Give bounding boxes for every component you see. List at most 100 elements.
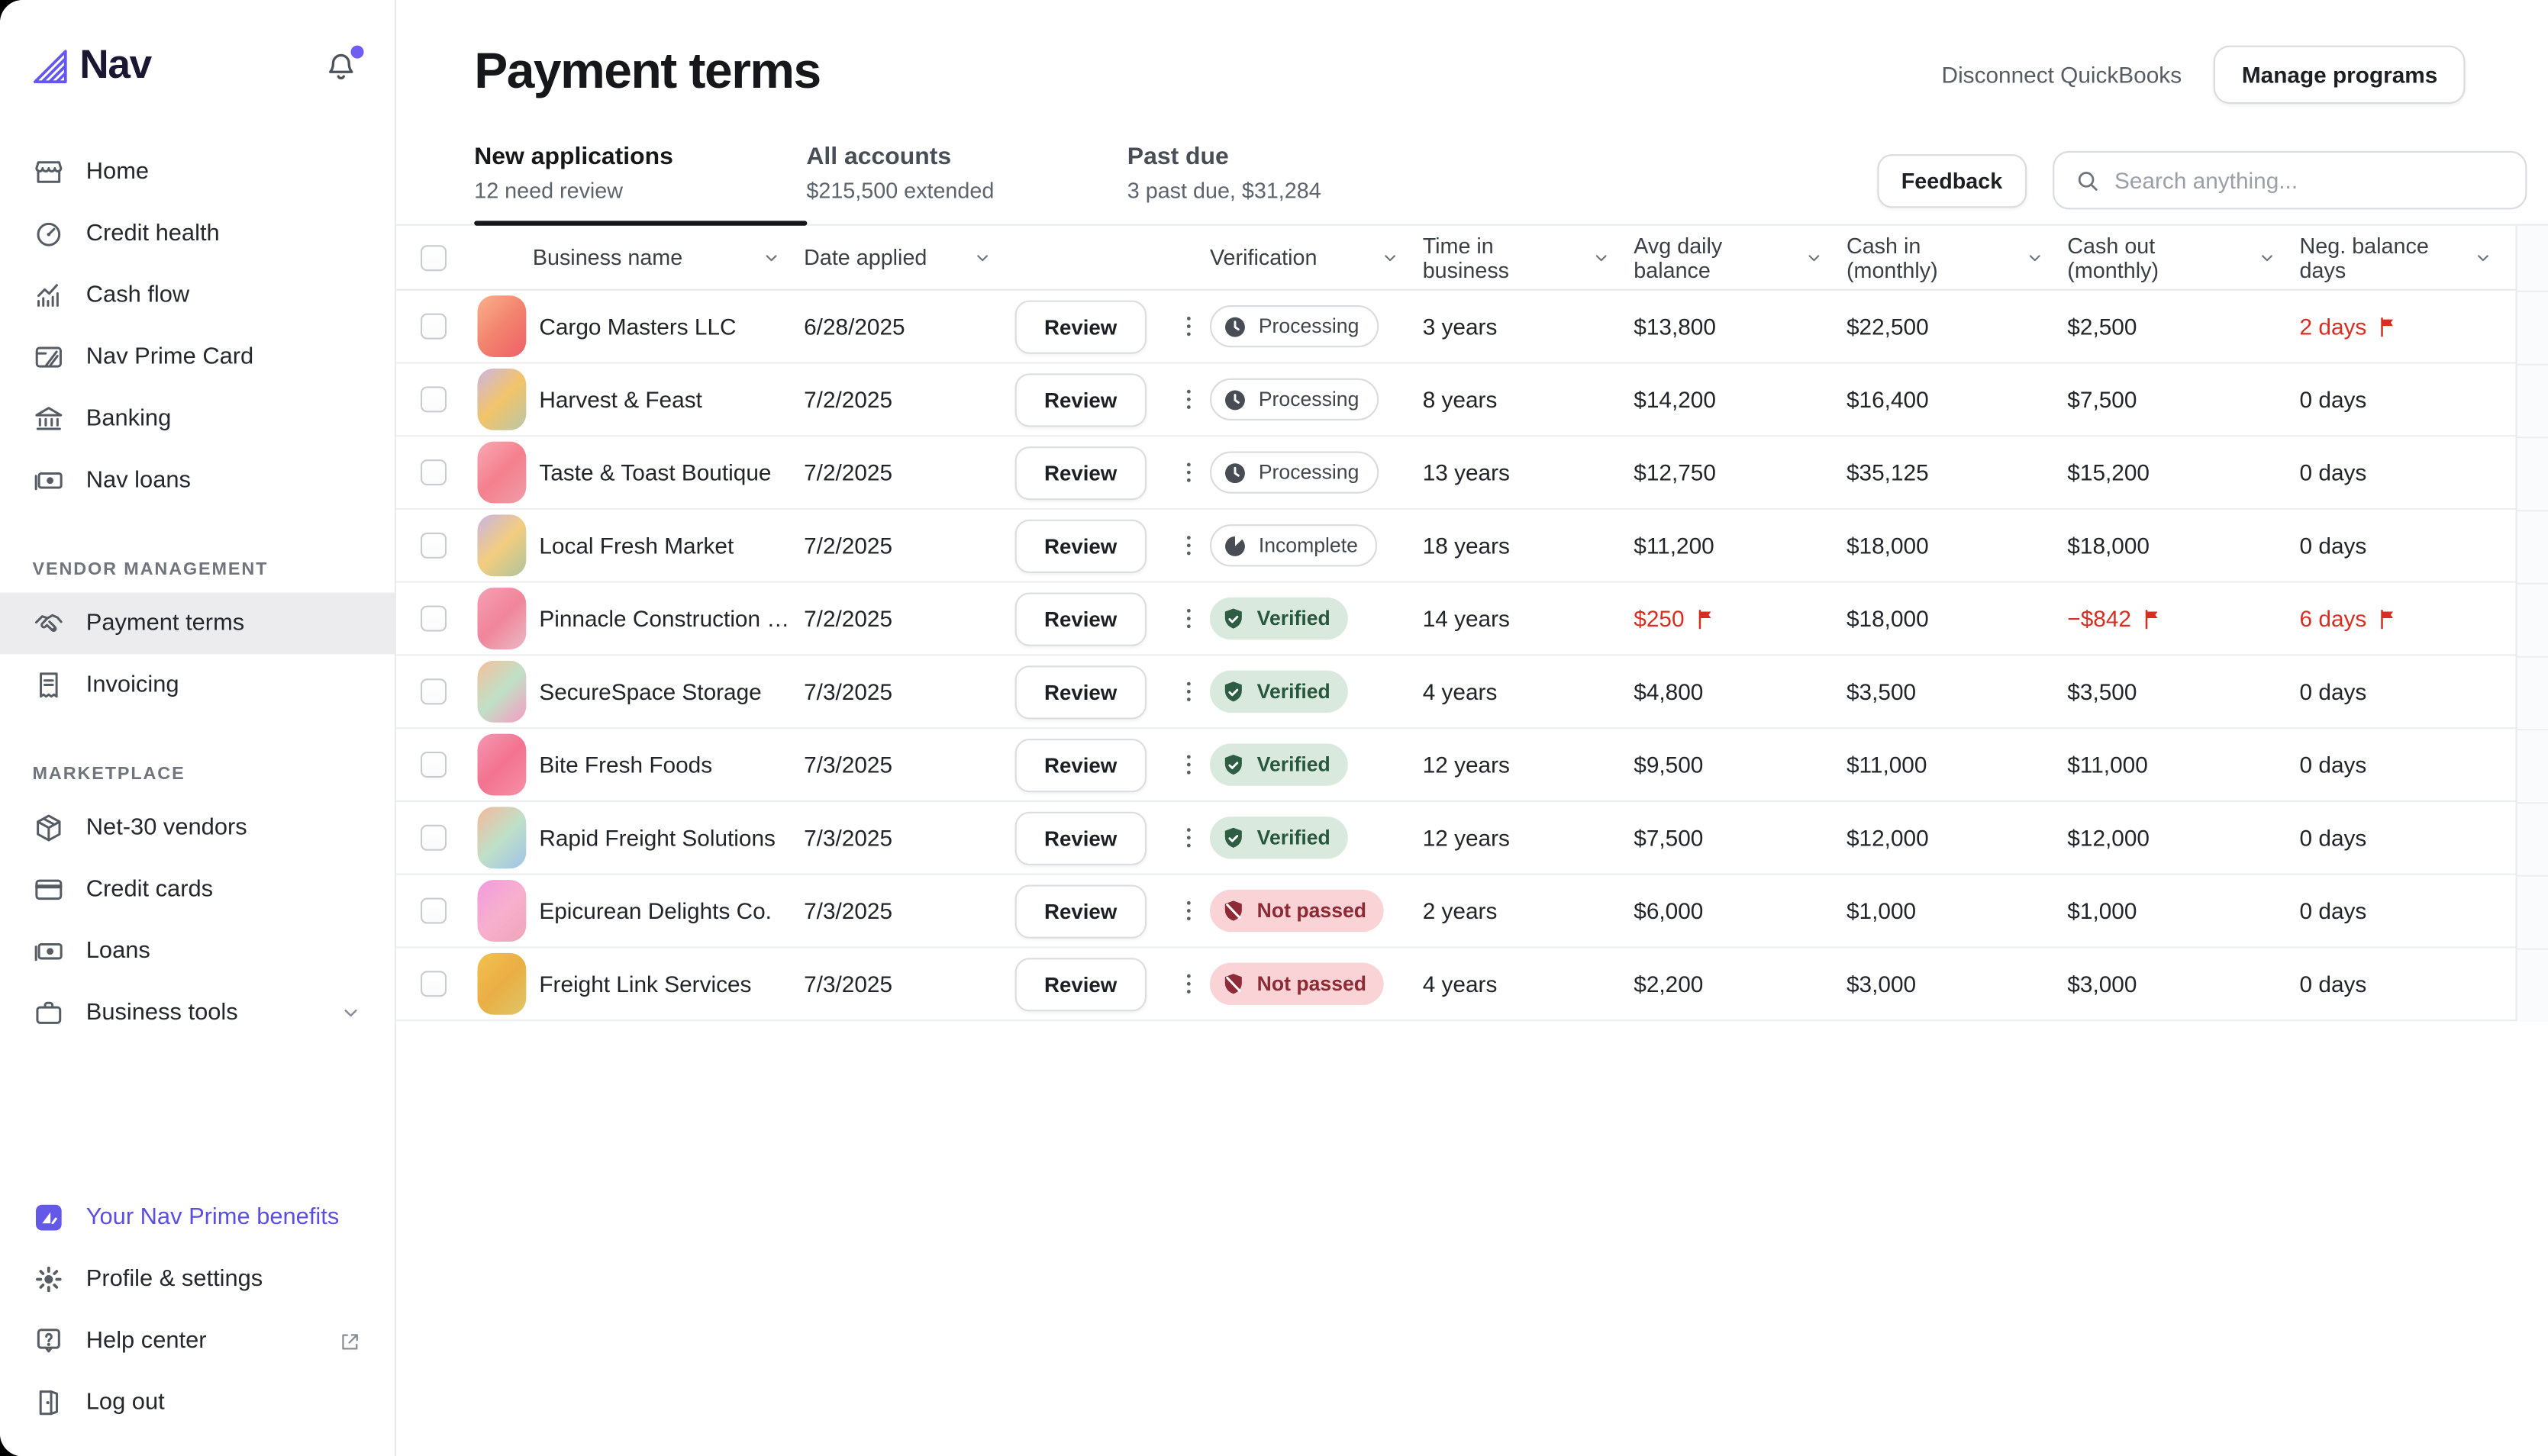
kebab-menu-icon[interactable]	[1174, 531, 1203, 560]
kebab-menu-icon[interactable]	[1174, 896, 1203, 925]
search-icon	[2074, 166, 2101, 194]
sidebar-item-log-out[interactable]: Log out	[0, 1372, 395, 1434]
tab-new-applications[interactable]: New applications 12 need review	[474, 143, 806, 226]
column-header-avg-daily-balance[interactable]: Avg daily balance	[1634, 233, 1846, 282]
sidebar-item-credit-health[interactable]: Credit health	[0, 203, 395, 265]
review-button[interactable]: Review	[1014, 518, 1147, 572]
neg-balance-days: 6 days	[2300, 606, 2516, 632]
cash-in-monthly: $12,000	[1846, 824, 1929, 851]
sidebar-item-payment-terms[interactable]: Payment terms	[0, 592, 395, 655]
sidebar-item-profile-settings[interactable]: Profile & settings	[0, 1248, 395, 1310]
door-icon	[33, 1387, 66, 1419]
time-in-business: 2 years	[1422, 897, 1498, 924]
column-header-time-in-business[interactable]: Time in business	[1423, 233, 1634, 282]
business-name: Pinnacle Construction Gr...	[539, 605, 805, 632]
review-button[interactable]: Review	[1014, 884, 1147, 938]
kebab-menu-icon[interactable]	[1174, 458, 1203, 487]
sidebar-item-help-center[interactable]: Help center	[0, 1310, 395, 1372]
sidebar-item-label: Cash flow	[85, 282, 190, 309]
date-applied: 6/28/2025	[804, 313, 905, 340]
row-checkbox[interactable]	[421, 824, 447, 851]
cash-in-monthly: $18,000	[1846, 605, 1929, 632]
sidebar-item-invoicing[interactable]: Invoicing	[0, 654, 395, 716]
row-checkbox[interactable]	[421, 897, 447, 924]
sidebar-item-net-30-vendors[interactable]: Net-30 vendors	[0, 797, 395, 859]
shield-check-icon	[1220, 824, 1247, 852]
tab-all-accounts[interactable]: All accounts $215,500 extended	[806, 143, 1127, 224]
chevron-down-icon	[2473, 247, 2493, 267]
review-button[interactable]: Review	[1014, 591, 1147, 646]
column-header-cash-in-monthly[interactable]: Cash in (monthly)	[1846, 233, 2067, 282]
column-header-date-applied[interactable]: Date applied	[804, 245, 1015, 269]
kebab-menu-icon[interactable]	[1174, 969, 1203, 998]
sidebar-item-label: Your Nav Prime benefits	[85, 1204, 340, 1231]
row-checkbox[interactable]	[421, 386, 447, 413]
column-header-business-name[interactable]: Business name	[477, 245, 804, 269]
flag-icon	[2141, 607, 2166, 631]
review-button[interactable]: Review	[1014, 372, 1147, 427]
disconnect-quickbooks-link[interactable]: Disconnect QuickBooks	[1941, 61, 2182, 88]
column-header-verification[interactable]: Verification	[1210, 245, 1423, 269]
row-checkbox[interactable]	[421, 313, 447, 340]
search-input[interactable]	[2114, 167, 2506, 194]
time-in-business: 14 years	[1422, 605, 1510, 632]
nav-logo[interactable]: Nav	[33, 42, 152, 89]
time-in-business: 4 years	[1422, 971, 1498, 997]
cash-out-monthly: $11,000	[2067, 752, 2148, 778]
chevron-down-icon	[762, 247, 782, 267]
business-avatar	[477, 807, 527, 869]
kebab-menu-icon[interactable]	[1174, 311, 1203, 340]
cash-out-monthly: $15,200	[2067, 459, 2150, 486]
sidebar-item-cash-flow[interactable]: Cash flow	[0, 265, 395, 327]
row-checkbox[interactable]	[421, 752, 447, 778]
cash-out-monthly: $18,000	[2067, 532, 2150, 559]
business-name: Taste & Toast Boutique	[539, 459, 772, 486]
sidebar-item-your-nav-prime-benefits[interactable]: Your Nav Prime benefits	[0, 1187, 395, 1248]
sidebar-item-loans[interactable]: Loans	[0, 920, 395, 982]
select-all-checkbox[interactable]	[421, 244, 447, 271]
row-checkbox[interactable]	[421, 459, 447, 486]
sidebar-nav-sections: VENDOR MANAGEMENT Payment terms Invoicin…	[0, 511, 395, 1044]
badge-label: Verified	[1256, 826, 1330, 849]
sidebar-item-nav-loans[interactable]: Nav loans	[0, 449, 395, 511]
sidebar-item-nav-prime-card[interactable]: Nav Prime Card	[0, 327, 395, 388]
kebab-menu-icon[interactable]	[1174, 385, 1203, 414]
review-button[interactable]: Review	[1014, 737, 1147, 792]
review-button[interactable]: Review	[1014, 665, 1147, 719]
date-applied: 7/2/2025	[804, 532, 893, 559]
manage-programs-button[interactable]: Manage programs	[2214, 45, 2466, 105]
sidebar-item-label: Help center	[85, 1328, 207, 1355]
row-checkbox[interactable]	[421, 532, 447, 559]
avg-daily-balance: $9,500	[1634, 752, 1704, 778]
sidebar-item-label: Home	[85, 159, 150, 185]
kebab-menu-icon[interactable]	[1174, 750, 1203, 779]
feedback-button[interactable]: Feedback	[1876, 153, 2027, 208]
sidebar: Nav Home Credit health Cash flow Nav Pri…	[0, 0, 397, 1456]
notifications-button[interactable]	[323, 44, 364, 84]
review-button[interactable]: Review	[1014, 957, 1147, 1011]
review-button[interactable]: Review	[1014, 299, 1147, 353]
review-button[interactable]: Review	[1014, 810, 1147, 865]
prime-card-icon	[33, 341, 66, 374]
column-header-cash-out-monthly[interactable]: Cash out (monthly)	[2067, 233, 2299, 282]
nav-logo-icon	[33, 50, 67, 84]
sidebar-item-business-tools[interactable]: Business tools	[0, 982, 395, 1044]
neg-balance-days: 0 days	[2299, 971, 2367, 997]
row-checkbox[interactable]	[421, 971, 447, 997]
tab-past-due[interactable]: Past due 3 past due, $31,284	[1127, 143, 1454, 224]
sidebar-item-home[interactable]: Home	[0, 141, 395, 203]
review-button[interactable]: Review	[1014, 445, 1147, 500]
cash-out-monthly: $2,500	[2067, 313, 2137, 340]
row-checkbox[interactable]	[421, 605, 447, 632]
column-header-neg-balance-days[interactable]: Neg. balance days	[2300, 233, 2516, 282]
sidebar-footer: Your Nav Prime benefits Profile & settin…	[0, 1187, 395, 1433]
sidebar-item-credit-cards[interactable]: Credit cards	[0, 858, 395, 920]
bank-icon	[33, 403, 66, 436]
kebab-menu-icon[interactable]	[1174, 604, 1203, 633]
table-body: Cargo Masters LLC 6/28/2025 Review Proce…	[396, 290, 2548, 1022]
kebab-menu-icon[interactable]	[1174, 823, 1203, 852]
sidebar-item-banking[interactable]: Banking	[0, 388, 395, 449]
avg-daily-balance: $13,800	[1634, 313, 1716, 340]
row-checkbox[interactable]	[421, 678, 447, 705]
kebab-menu-icon[interactable]	[1174, 677, 1203, 706]
